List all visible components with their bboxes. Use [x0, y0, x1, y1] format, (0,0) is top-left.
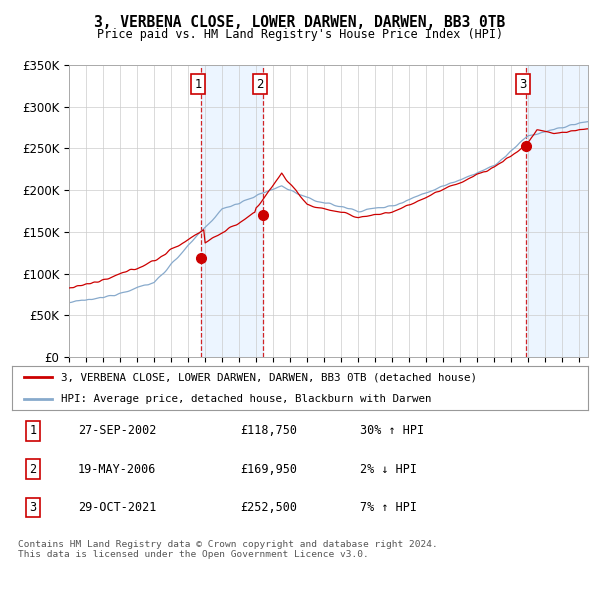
- Text: 3, VERBENA CLOSE, LOWER DARWEN, DARWEN, BB3 0TB (detached house): 3, VERBENA CLOSE, LOWER DARWEN, DARWEN, …: [61, 372, 477, 382]
- Text: £169,950: £169,950: [240, 463, 297, 476]
- Text: 29-OCT-2021: 29-OCT-2021: [78, 501, 157, 514]
- Text: HPI: Average price, detached house, Blackburn with Darwen: HPI: Average price, detached house, Blac…: [61, 394, 431, 404]
- Text: Price paid vs. HM Land Registry's House Price Index (HPI): Price paid vs. HM Land Registry's House …: [97, 28, 503, 41]
- Text: 2: 2: [29, 463, 37, 476]
- Text: 2: 2: [256, 78, 264, 91]
- Text: 30% ↑ HPI: 30% ↑ HPI: [360, 424, 424, 437]
- Text: 1: 1: [29, 424, 37, 437]
- Text: £118,750: £118,750: [240, 424, 297, 437]
- Text: 3: 3: [520, 78, 527, 91]
- Text: 1: 1: [194, 78, 202, 91]
- Text: 3, VERBENA CLOSE, LOWER DARWEN, DARWEN, BB3 0TB: 3, VERBENA CLOSE, LOWER DARWEN, DARWEN, …: [94, 15, 506, 30]
- Text: 3: 3: [29, 501, 37, 514]
- Bar: [526, 65, 588, 357]
- Text: Contains HM Land Registry data © Crown copyright and database right 2024.
This d: Contains HM Land Registry data © Crown c…: [18, 540, 438, 559]
- Text: 2% ↓ HPI: 2% ↓ HPI: [360, 463, 417, 476]
- Bar: [201, 65, 263, 357]
- Text: 7% ↑ HPI: 7% ↑ HPI: [360, 501, 417, 514]
- Text: 27-SEP-2002: 27-SEP-2002: [78, 424, 157, 437]
- Text: 19-MAY-2006: 19-MAY-2006: [78, 463, 157, 476]
- Text: £252,500: £252,500: [240, 501, 297, 514]
